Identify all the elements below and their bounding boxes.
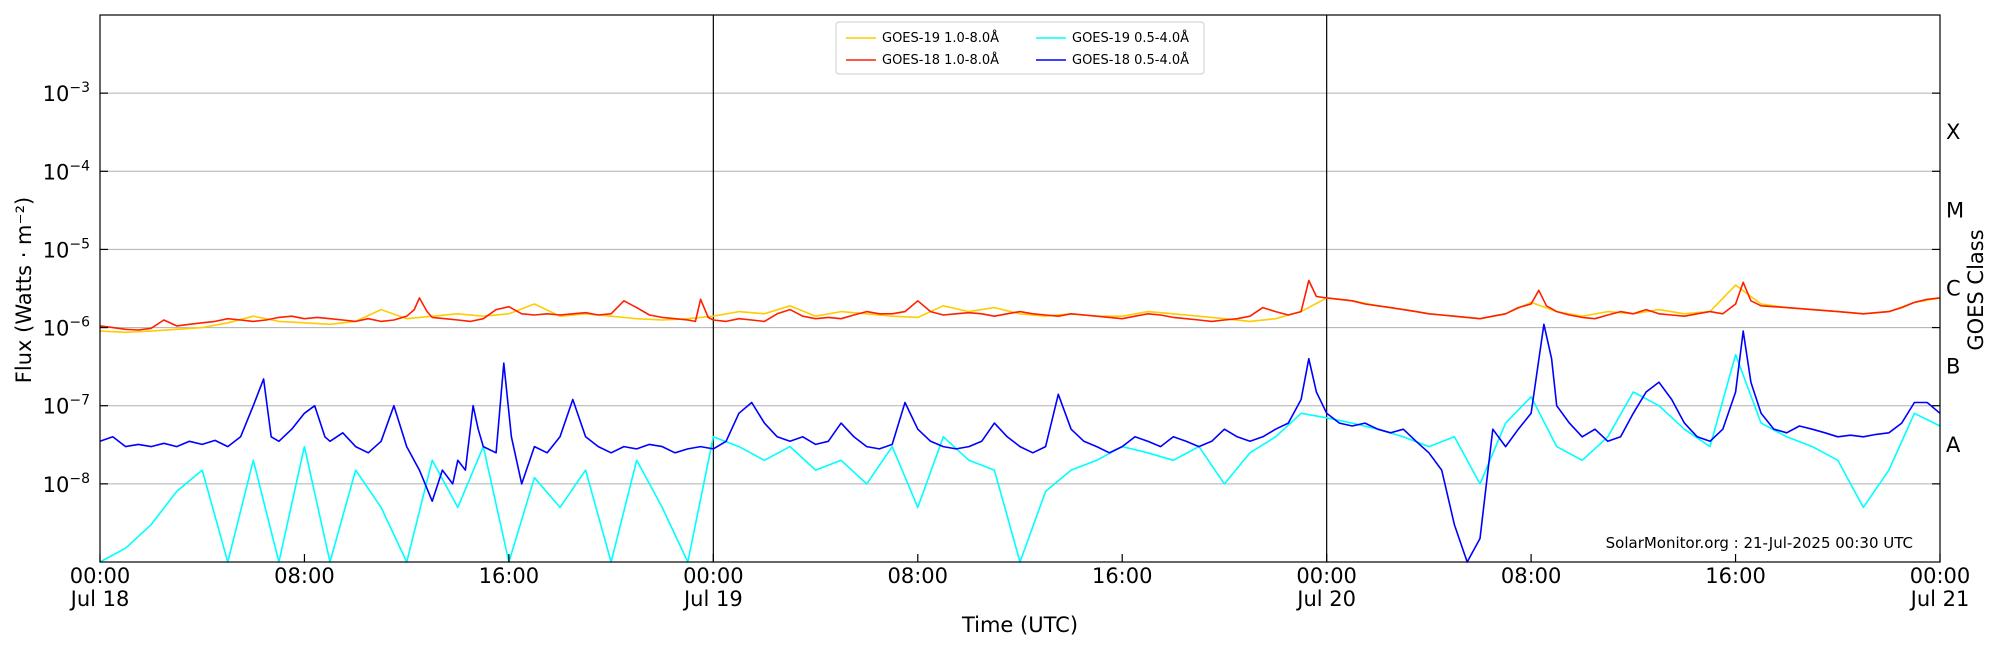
x-tick-date-label: Jul 18 [69,587,130,611]
x-tick-label: 16:00 [1705,564,1766,588]
y-tick-label: 10−8 [43,471,90,497]
goes-class-label-b: B [1946,355,1960,379]
goes-class-label-m: M [1946,198,1964,222]
series-group [99,279,1941,563]
legend-label-goes19-short: GOES-19 0.5-4.0Å [1072,30,1189,46]
goes-class-label-x: X [1946,120,1960,144]
y-tick-label: 10−7 [43,393,90,419]
goes-class-labels: A B C M X [1946,120,1964,457]
day-boundary-lines [712,15,1328,562]
x-tick-label: 08:00 [1501,564,1562,588]
goes-class-label-a: A [1946,433,1961,457]
goes-class-label-c: C [1946,277,1961,301]
x-tick-label: 08:00 [274,564,335,588]
y-tick-label: 10−5 [43,236,90,262]
legend-label-goes18-long: GOES-18 1.0-8.0Å [882,52,999,68]
legend-label-goes18-short: GOES-18 0.5-4.0Å [1072,52,1189,68]
x-tick-label: 00:00 [683,564,744,588]
x-tick-date-label: Jul 19 [682,587,743,611]
legend-label-goes19-long: GOES-19 1.0-8.0Å [882,30,999,46]
y-tick-label: 10−3 [43,80,90,106]
series-line-1 [99,279,1941,331]
plot-frame [99,14,1941,563]
series-line-0 [99,284,1941,334]
credit-annotation: SolarMonitor.org : 21-Jul-2025 00:30 UTC [1606,534,1913,552]
y-axis-ticks: 10−8 10−7 10−6 10−5 10−4 10−3 [43,80,1940,497]
series-line-3 [99,323,1941,563]
x-tick-label: 00:00 [1910,564,1971,588]
x-tick-label: 00:00 [1296,564,1357,588]
series-line-2 [99,353,1941,563]
grid-lines [100,92,1940,485]
y2-axis-label: GOES Class [1964,229,1988,350]
x-tick-date-label: Jul 20 [1295,587,1356,611]
legend-box [835,21,1205,75]
legend: GOES-19 1.0-8.0Å GOES-18 1.0-8.0Å GOES-1… [835,21,1205,75]
x-tick-label: 16:00 [479,564,540,588]
x-tick-label: 08:00 [888,564,949,588]
y-axis-label: Flux (Watts · m⁻²) [12,197,36,383]
x-tick-label: 16:00 [1092,564,1153,588]
x-tick-label: 00:00 [70,564,131,588]
y-tick-label: 10−4 [43,158,90,184]
x-tick-date-label: Jul 21 [1909,587,1970,611]
y-tick-label: 10−6 [43,315,90,341]
x-axis-label: Time (UTC) [961,613,1078,637]
